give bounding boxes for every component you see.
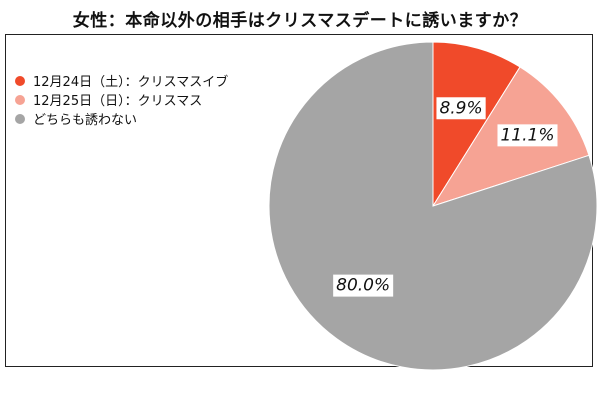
legend-label: 12月24日（土）：クリスマスイブ [33,75,229,90]
data-label: 80.0% [333,274,394,297]
legend-swatch [15,75,25,86]
svg-text:11.1%: 11.1% [500,125,554,145]
legend: 12月24日（土）：クリスマスイブ 12月25日（日）：クリスマス どちらも誘わ… [15,71,228,128]
data-label: 8.9% [436,97,486,120]
pie-slice [432,41,521,208]
svg-text:80.0%: 80.0% [336,276,390,296]
data-label: 11.1% [497,124,558,147]
svg-text:8.9%: 8.9% [439,98,482,118]
legend-item: どちらも誘わない [15,109,228,128]
chart-title: 女性：本命以外の相手はクリスマスデートに誘いますか？ [72,11,528,31]
legend-item: 12月24日（土）：クリスマスイブ [15,71,228,90]
legend-label: どちらも誘わない [33,113,138,128]
legend-swatch [15,113,25,124]
legend-label: 12月25日（日）：クリスマス [33,94,203,109]
legend-swatch [15,94,25,105]
legend-item: 12月25日（日）：クリスマス [15,90,228,109]
